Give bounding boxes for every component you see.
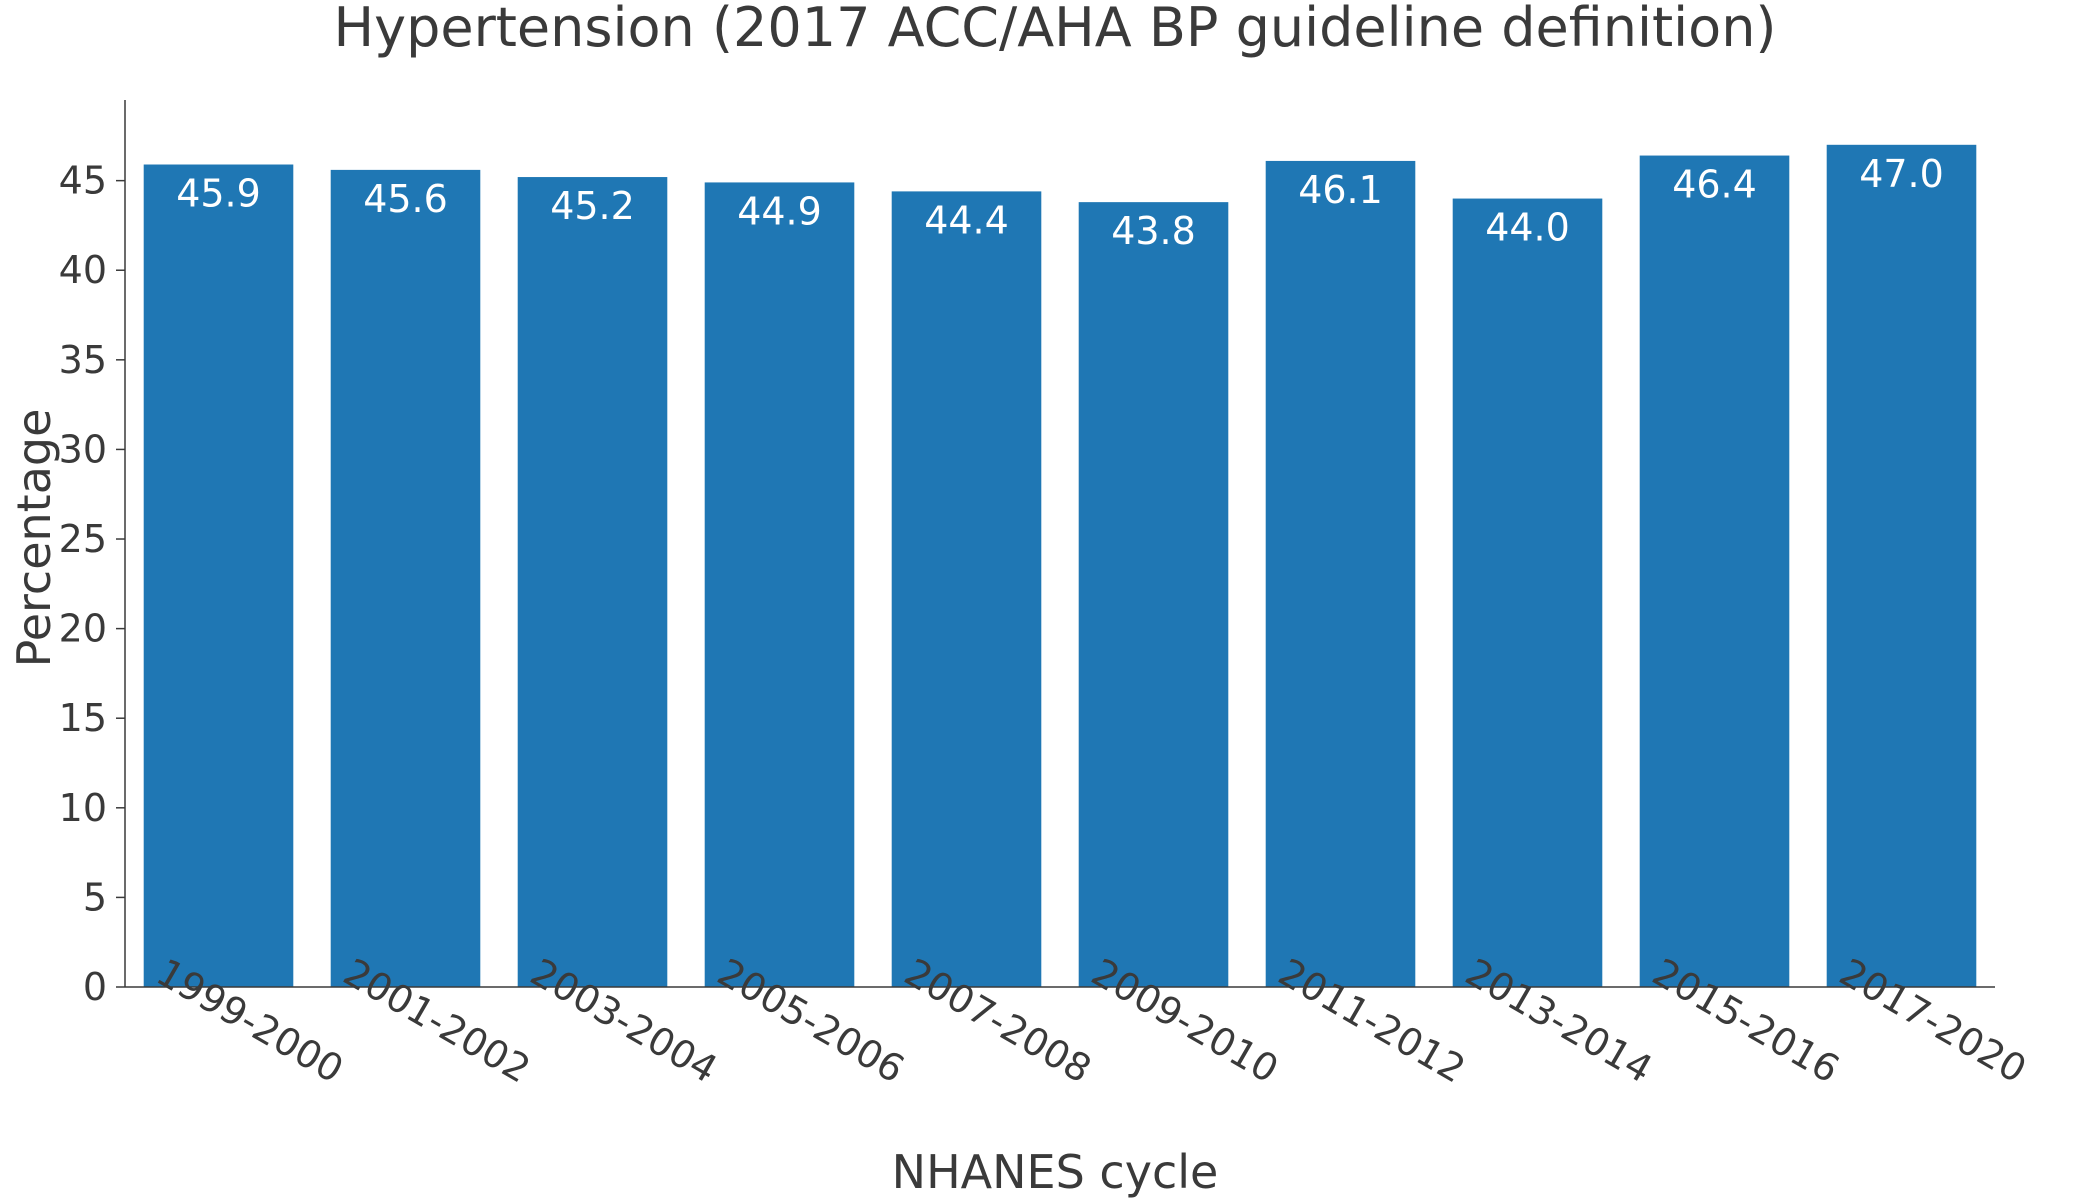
bar-value-label: 43.8 bbox=[1111, 209, 1196, 253]
bar-2007-2008 bbox=[891, 191, 1042, 987]
bar-value-label: 45.6 bbox=[363, 177, 448, 221]
bar-2015-2016 bbox=[1639, 155, 1790, 987]
y-tick-label: 0 bbox=[83, 965, 107, 1009]
bars-layer: 45.9 45.6 45.2 44.9 44.4 43.8 46.1 44.0 46.4 47.0 bbox=[143, 144, 1977, 988]
bar-2009-2010 bbox=[1078, 202, 1229, 987]
bar-value-label: 45.9 bbox=[176, 172, 261, 216]
y-tick-label: 5 bbox=[83, 875, 107, 919]
bar-value-label: 44.0 bbox=[1485, 206, 1570, 250]
y-tick-label: 40 bbox=[59, 248, 107, 292]
bar-2017-2020 bbox=[1826, 144, 1977, 987]
bar-2005-2006 bbox=[704, 182, 855, 987]
bar-value-label: 44.4 bbox=[924, 198, 1009, 242]
bar-value-label: 44.9 bbox=[737, 189, 822, 233]
y-tick-label: 25 bbox=[59, 517, 107, 561]
y-tick-label: 30 bbox=[59, 427, 107, 471]
y-tick-label: 35 bbox=[59, 338, 107, 382]
bar-value-label: 45.2 bbox=[550, 184, 635, 228]
bar-value-label: 46.4 bbox=[1672, 163, 1757, 207]
y-tick-label: 10 bbox=[59, 786, 107, 830]
bar-value-label: 46.1 bbox=[1298, 168, 1383, 212]
chart-title: Hypertension (2017 ACC/AHA BP guideline … bbox=[334, 0, 1777, 59]
bar-2003-2004 bbox=[517, 177, 668, 988]
y-axis-title: Percentage bbox=[7, 409, 61, 668]
bar-1999-2000 bbox=[143, 164, 294, 987]
y-tick-label: 20 bbox=[59, 607, 107, 651]
bar-2011-2012 bbox=[1265, 160, 1416, 988]
bar-value-label: 47.0 bbox=[1859, 152, 1944, 196]
y-tick-label: 15 bbox=[59, 696, 107, 740]
y-tick-label: 45 bbox=[59, 159, 107, 203]
x-axis-title: NHANES cycle bbox=[892, 1145, 1219, 1199]
bar-2001-2002 bbox=[330, 169, 481, 988]
bar-2013-2014 bbox=[1452, 198, 1603, 988]
